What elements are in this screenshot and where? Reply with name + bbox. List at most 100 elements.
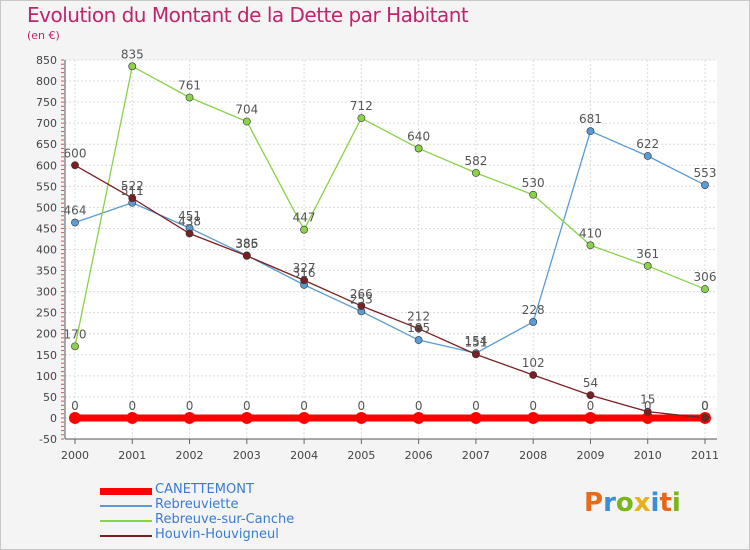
series-point-3	[300, 276, 308, 285]
data-label: 386	[235, 236, 258, 250]
series-point-0	[355, 411, 368, 424]
data-label: 327	[293, 261, 316, 275]
series-point-1	[586, 127, 595, 136]
series-point-3	[128, 194, 137, 203]
data-label: 361	[636, 247, 659, 261]
x-tick-label: 2003	[233, 449, 261, 462]
series-point-0	[469, 411, 482, 424]
series-point-2	[242, 117, 251, 126]
series-point-3	[643, 407, 652, 416]
data-label: 0	[644, 399, 652, 413]
series-point-2	[643, 262, 652, 270]
y-tick-label: -50	[39, 433, 57, 446]
data-label: 306	[694, 270, 717, 284]
series-point-3	[414, 324, 423, 333]
y-tick-label: 0	[50, 412, 57, 425]
x-tick-label: 2011	[691, 449, 719, 462]
data-label: 712	[350, 99, 373, 113]
data-label: 761	[178, 78, 201, 92]
series-point-2	[472, 168, 480, 177]
series-point-1	[414, 336, 423, 344]
logo-letter: o	[615, 488, 634, 518]
series-point-0	[298, 411, 311, 424]
legend-swatch	[100, 487, 152, 495]
data-label: 54	[583, 376, 598, 390]
x-tick-label: 2000	[61, 449, 89, 462]
series-point-3	[701, 414, 709, 422]
series-point-2	[300, 225, 308, 234]
series-line-1	[74, 130, 706, 354]
y-tick-label: 850	[36, 54, 57, 67]
series-point-2	[128, 62, 137, 71]
logo-letter: i	[671, 488, 681, 518]
data-label: 0	[186, 399, 194, 413]
data-label: 185	[407, 321, 430, 335]
data-label: 640	[407, 129, 430, 143]
series-point-3	[71, 161, 79, 170]
data-label: 0	[71, 399, 79, 413]
data-label: 0	[358, 399, 366, 413]
series-point-1	[701, 181, 709, 189]
data-label: 385	[235, 237, 258, 251]
data-label: 0	[529, 399, 537, 413]
series-point-1	[529, 318, 538, 326]
series-point-0	[69, 411, 81, 424]
data-label: 622	[636, 137, 659, 151]
y-tick-label: 300	[36, 286, 57, 299]
x-tick-label: 2007	[462, 449, 490, 462]
data-label: 530	[522, 176, 545, 190]
legend-label: CANETTEMONT	[155, 482, 254, 497]
series-point-2	[414, 144, 423, 153]
x-tick-label: 2008	[519, 449, 547, 462]
data-label: 553	[694, 166, 717, 180]
series-point-2	[357, 114, 366, 123]
data-label: 0	[701, 399, 709, 413]
series-line-2	[74, 65, 706, 347]
y-tick-label: 800	[36, 75, 57, 88]
series-point-0	[126, 411, 139, 424]
logo-letter: x	[633, 488, 651, 518]
series-point-1	[71, 218, 79, 227]
data-label: 410	[579, 226, 602, 240]
series-point-3	[357, 302, 366, 310]
x-tick-label: 2002	[176, 449, 204, 462]
legend-label: Houvin-Houvigneul	[155, 527, 279, 542]
y-tick-label: 600	[36, 159, 57, 172]
data-label: 522	[121, 179, 144, 193]
y-tick-label: 200	[36, 328, 57, 341]
data-label: 0	[472, 399, 480, 413]
series-point-3	[586, 391, 595, 400]
legend-swatch	[100, 505, 152, 507]
data-label: 0	[415, 399, 423, 413]
data-label: 154	[464, 334, 487, 348]
data-label: 582	[464, 154, 487, 168]
series-point-3	[242, 251, 251, 260]
data-label: 681	[579, 112, 602, 126]
data-label: 447	[293, 211, 316, 225]
data-label: 266	[350, 287, 373, 301]
series-point-0	[584, 411, 597, 424]
y-tick-label: 50	[43, 391, 57, 404]
y-tick-label: 700	[36, 117, 57, 130]
data-label: 438	[178, 214, 201, 228]
data-label: 600	[64, 146, 87, 160]
data-label: 151	[464, 335, 487, 349]
proxiti-logo: Proxiti	[584, 488, 681, 518]
logo-letter: i	[650, 488, 660, 518]
data-label: 15	[640, 393, 655, 407]
x-tick-label: 2006	[405, 449, 433, 462]
series-point-0	[240, 411, 253, 424]
y-tick-label: 350	[36, 265, 57, 278]
legend-label: Rebreuve-sur-Canche	[155, 512, 295, 527]
data-label: 464	[64, 204, 87, 218]
data-label: 451	[178, 209, 201, 223]
logo-letter: P	[584, 488, 604, 518]
data-label: 212	[407, 310, 430, 324]
x-tick-label: 2004	[290, 449, 318, 462]
data-label: 704	[235, 102, 258, 116]
series-point-0	[412, 411, 425, 424]
series-point-0	[527, 411, 540, 424]
legend-swatch	[100, 535, 152, 537]
chart-title: Evolution du Montant de la Dette par Hab…	[27, 3, 469, 27]
y-tick-label: 750	[36, 96, 57, 109]
